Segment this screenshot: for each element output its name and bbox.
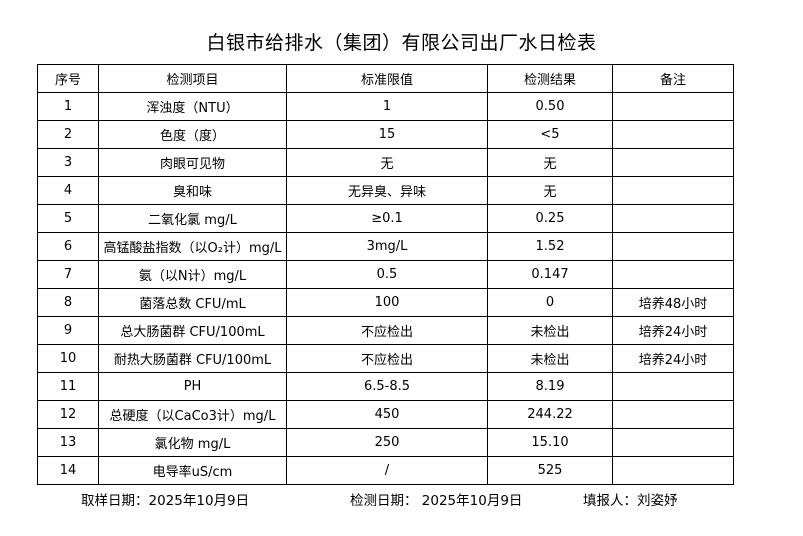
standard-cell: 3mg/L: [286, 232, 488, 261]
index-cell: 12: [37, 400, 99, 429]
index-cell: 5: [37, 204, 99, 233]
remark-cell: [612, 176, 734, 205]
table-row: 14 电导率uS/cm/525: [37, 456, 734, 485]
table-row: 5 二氧化氯 mg/L ≥0.1 0.25: [37, 204, 734, 233]
item-cell: PH: [98, 372, 287, 401]
table-row: 12 总硬度（以CaCo3计）mg/L 450 244.22: [37, 400, 734, 429]
item-cell: 氨（以N计）mg/L: [98, 260, 287, 289]
index-cell: 13: [37, 428, 99, 457]
item-cell: 总硬度（以CaCo3计）mg/L: [98, 400, 287, 429]
table-row: 11 PH 6.5-8.5 8.19: [37, 372, 734, 401]
standard-cell: 100: [286, 288, 488, 317]
standard-cell: /: [286, 456, 488, 485]
table-row: 4 臭和味 无异臭、异味无: [37, 176, 734, 205]
remark-cell: [612, 260, 734, 289]
standard-cell: 250: [286, 428, 488, 457]
index-cell: 3: [37, 148, 99, 177]
result-cell: 未检出: [487, 344, 613, 373]
table-header-row: 序号 检测项目 标准限值 检测结果 备注: [37, 64, 734, 93]
standard-cell: 15: [286, 120, 488, 149]
index-cell: 14: [37, 456, 99, 485]
table-row: 10 耐热大肠菌群 CFU/100mL 不应检出 未检出 培养24小时: [37, 344, 734, 373]
item-cell: 氯化物 mg/L: [98, 428, 287, 457]
item-cell: 臭和味: [98, 176, 287, 205]
header-cell: 检测项目: [98, 64, 287, 93]
result-cell: 0.147: [487, 260, 613, 289]
item-cell: 总大肠菌群 CFU/100mL: [98, 316, 287, 345]
header-cell: 标准限值: [286, 64, 488, 93]
item-cell: 色度（度）: [98, 120, 287, 149]
result-cell: 525: [487, 456, 613, 485]
remark-cell: [612, 148, 734, 177]
item-cell: 肉眼可见物: [98, 148, 287, 177]
item-cell: 电导率uS/cm: [98, 456, 287, 485]
result-cell: <5: [487, 120, 613, 149]
standard-cell: 450: [286, 400, 488, 429]
table-row: 2 色度（度） 15 <5: [37, 120, 734, 149]
inspection-table: 序号 检测项目 标准限值 检测结果 备注 1 浑浊度（NTU） 1 0.50 2 色度（度…: [37, 64, 734, 485]
item-cell: 菌落总数 CFU/mL: [98, 288, 287, 317]
result-cell: 8.19: [487, 372, 613, 401]
remark-cell: [612, 400, 734, 429]
index-cell: 9: [37, 316, 99, 345]
table-row: 8 菌落总数 CFU/mL 100 0 培养48小时: [37, 288, 734, 317]
header-cell: 序号: [37, 64, 99, 93]
result-cell: 15.10: [487, 428, 613, 457]
standard-cell: 不应检出: [286, 344, 488, 373]
item-cell: 耐热大肠菌群 CFU/100mL: [98, 344, 287, 373]
table-row: 6 高锰酸盐指数（以O₂计）mg/L 3mg/L 1.52: [37, 232, 734, 261]
index-cell: 10: [37, 344, 99, 373]
standard-cell: 无异臭、异味: [286, 176, 488, 205]
result-cell: 0: [487, 288, 613, 317]
result-cell: 无: [487, 148, 613, 177]
page-title: 白银市给排水（集团）有限公司出厂水日检表: [206, 32, 597, 54]
item-cell: 高锰酸盐指数（以O₂计）mg/L: [98, 232, 287, 261]
remark-cell: [612, 92, 734, 121]
sample-date: 取样日期：2025年10月9日: [81, 493, 250, 509]
remark-cell: [612, 120, 734, 149]
index-cell: 2: [37, 120, 99, 149]
standard-cell: 1: [286, 92, 488, 121]
standard-cell: 0.5: [286, 260, 488, 289]
table-row: 13 氯化物 mg/L 250 15.10: [37, 428, 734, 457]
result-cell: 未检出: [487, 316, 613, 345]
remark-cell: [612, 372, 734, 401]
index-cell: 11: [37, 372, 99, 401]
table-row: 1 浑浊度（NTU） 1 0.50: [37, 92, 734, 121]
standard-cell: ≥0.1: [286, 204, 488, 233]
table-row: 3 肉眼可见物无无: [37, 148, 734, 177]
index-cell: 8: [37, 288, 99, 317]
table-row: 7 氨（以N计）mg/L 0.5 0.147: [37, 260, 734, 289]
reporter: 填报人：刘姿妤: [583, 493, 678, 509]
remark-cell: 培养24小时: [612, 344, 734, 373]
result-cell: 无: [487, 176, 613, 205]
header-cell: 检测结果: [487, 64, 613, 93]
header-cell: 备注: [612, 64, 734, 93]
standard-cell: 不应检出: [286, 316, 488, 345]
result-cell: 1.52: [487, 232, 613, 261]
remark-cell: [612, 204, 734, 233]
index-cell: 6: [37, 232, 99, 261]
remark-cell: [612, 456, 734, 485]
test-date: 检测日期： 2025年10月9日: [350, 493, 523, 509]
table-row: 9 总大肠菌群 CFU/100mL 不应检出 未检出 培养24小时: [37, 316, 734, 345]
remark-cell: 培养24小时: [612, 316, 734, 345]
item-cell: 二氧化氯 mg/L: [98, 204, 287, 233]
index-cell: 1: [37, 92, 99, 121]
result-cell: 0.50: [487, 92, 613, 121]
result-cell: 0.25: [487, 204, 613, 233]
standard-cell: 无: [286, 148, 488, 177]
index-cell: 4: [37, 176, 99, 205]
standard-cell: 6.5-8.5: [286, 372, 488, 401]
remark-cell: [612, 428, 734, 457]
result-cell: 244.22: [487, 400, 613, 429]
remark-cell: 培养48小时: [612, 288, 734, 317]
remark-cell: [612, 232, 734, 261]
item-cell: 浑浊度（NTU）: [98, 92, 287, 121]
index-cell: 7: [37, 260, 99, 289]
